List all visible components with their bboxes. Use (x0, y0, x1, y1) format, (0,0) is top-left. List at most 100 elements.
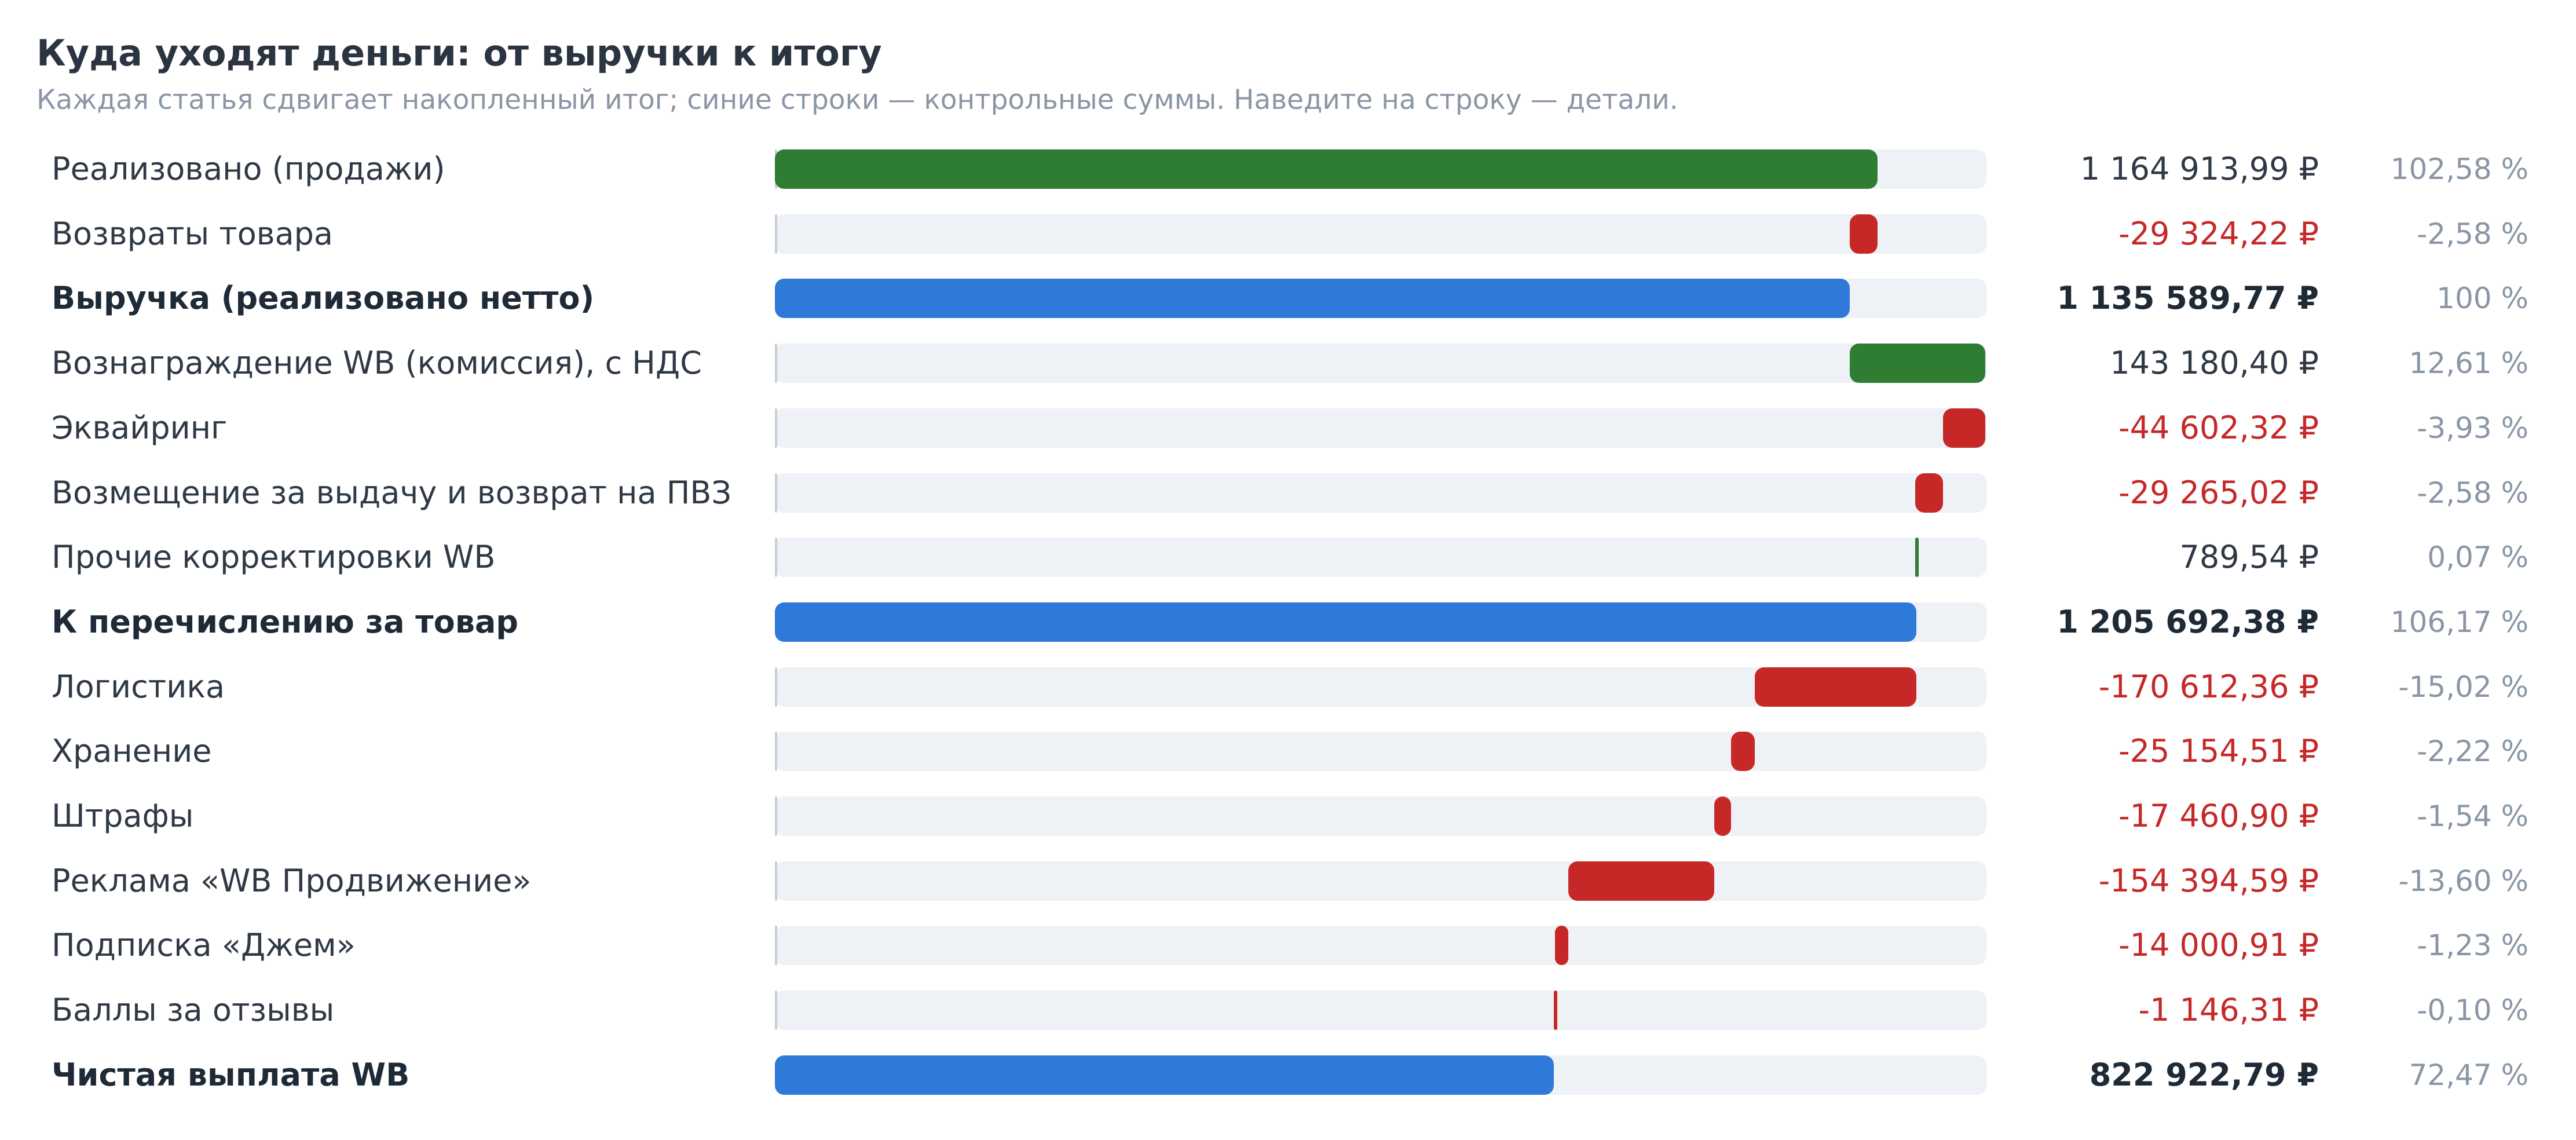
bar-track (775, 344, 1986, 383)
row-percent: -2,58 % (2417, 217, 2529, 251)
row-percent: 0,07 % (2427, 540, 2529, 575)
decrease-bar (1849, 214, 1878, 254)
row-label: Вознаграждение WB (комиссия), с НДС (52, 345, 702, 382)
row-percent: -1,23 % (2417, 929, 2529, 963)
row-label: Реализовано (продажи) (52, 151, 445, 187)
row-label: Реклама «WB Продвижение» (52, 862, 532, 899)
row-label: Баллы за отзывы (52, 992, 335, 1029)
waterfall-row[interactable]: Возмещение за выдачу и возврат на ПВЗ -29… (0, 461, 2576, 525)
row-percent: -0,10 % (2417, 993, 2529, 1028)
row-label: Подписка «Джем» (52, 927, 356, 964)
row-value: -25 154,51 ₽ (2118, 733, 2319, 770)
row-label: Эквайринг (52, 409, 228, 446)
row-value: 1 205 692,38 ₽ (2057, 603, 2319, 640)
bar-track (775, 732, 1986, 772)
row-value: 1 164 913,99 ₽ (2080, 151, 2319, 187)
bar-track-baseline (775, 473, 777, 513)
row-label: К перечислению за товар (52, 603, 518, 640)
row-percent: -13,60 % (2398, 864, 2529, 898)
row-percent: 102,58 % (2390, 152, 2529, 186)
row-percent: 72,47 % (2409, 1058, 2529, 1092)
row-value: -17 460,90 ₽ (2118, 798, 2319, 834)
waterfall-row[interactable]: Возвраты товара -29 324,22 ₽ -2,58 % (0, 202, 2576, 266)
waterfall-row[interactable]: Хранение -25 154,51 ₽ -2,22 % (0, 719, 2576, 784)
row-value: -14 000,91 ₽ (2118, 927, 2319, 964)
waterfall-row[interactable]: Подписка «Джем» -14 000,91 ₽ -1,23 % (0, 913, 2576, 978)
waterfall-row[interactable]: Реклама «WB Продвижение» -154 394,59 ₽ -13… (0, 849, 2576, 914)
decrease-bar (1754, 667, 1916, 707)
row-value: -170 612,36 ₽ (2098, 668, 2319, 705)
decrease-bar (1943, 408, 1985, 448)
row-value: -29 324,22 ₽ (2118, 215, 2319, 252)
row-label: Хранение (52, 733, 212, 770)
row-percent: 12,61 % (2409, 346, 2529, 381)
bar-track (775, 1055, 1986, 1095)
row-label: Штрафы (52, 798, 194, 834)
increase-bar (1915, 538, 1919, 578)
waterfall-row[interactable]: Чистая выплата WB 822 922,79 ₽ 72,47 % (0, 1043, 2576, 1108)
row-label: Выручка (реализовано нетто) (52, 280, 595, 317)
bar-track (775, 861, 1986, 901)
row-label: Чистая выплата WB (52, 1056, 410, 1093)
waterfall-row[interactable]: Прочие корректировки WB 789,54 ₽ 0,07 % (0, 525, 2576, 590)
row-percent: -1,54 % (2417, 799, 2529, 833)
bar-track (775, 602, 1986, 642)
bar-track (775, 991, 1986, 1031)
waterfall-row[interactable]: К перечислению за товар 1 205 692,38 ₽ 106… (0, 590, 2576, 655)
bar-track-baseline (775, 538, 777, 578)
waterfall-row[interactable]: Вознаграждение WB (комиссия), с НДС 143 1… (0, 331, 2576, 396)
row-value: -44 602,32 ₽ (2118, 409, 2319, 446)
row-value: 822 922,79 ₽ (2089, 1056, 2319, 1093)
bar-track-baseline (775, 667, 777, 707)
bar-track-baseline (775, 796, 777, 836)
bar-track (775, 279, 1986, 319)
row-value: 789,54 ₽ (2179, 539, 2319, 576)
row-percent: -2,58 % (2417, 476, 2529, 510)
waterfall-row[interactable]: Штрафы -17 460,90 ₽ -1,54 % (0, 784, 2576, 849)
waterfall-row[interactable]: Эквайринг -44 602,32 ₽ -3,93 % (0, 396, 2576, 461)
decrease-bar (1554, 926, 1568, 966)
total-bar (775, 602, 1916, 642)
row-percent: -15,02 % (2398, 670, 2529, 704)
bar-track (775, 538, 1986, 578)
bar-track-baseline (775, 344, 777, 383)
bar-track (775, 408, 1986, 448)
row-label: Возвраты товара (52, 215, 334, 252)
bar-track-baseline (775, 991, 777, 1031)
row-label: Прочие корректировки WB (52, 539, 496, 576)
waterfall-row[interactable]: Выручка (реализовано нетто) 1 135 589,77 … (0, 266, 2576, 331)
bar-track-baseline (775, 214, 777, 254)
decrease-bar (1553, 991, 1557, 1031)
increase-bar (1849, 344, 1985, 383)
row-percent: -2,22 % (2417, 735, 2529, 769)
bar-track-baseline (775, 408, 777, 448)
row-percent: 100 % (2436, 282, 2529, 316)
waterfall-row[interactable]: Реализовано (продажи) 1 164 913,99 ₽ 102,5… (0, 137, 2576, 202)
chart-title: Куда уходят деньги: от выручки к итогу (36, 32, 882, 74)
bar-track (775, 796, 1986, 836)
bar-track-baseline (775, 926, 777, 966)
total-bar (775, 1055, 1554, 1095)
bar-track (775, 214, 1986, 254)
row-value: -154 394,59 ₽ (2098, 862, 2319, 899)
bar-track (775, 473, 1986, 513)
decrease-bar (1915, 473, 1944, 513)
chart-subtitle: Каждая статья сдвигает накопленный итог;… (36, 84, 1678, 116)
bar-track (775, 149, 1986, 189)
bar-track-baseline (775, 861, 777, 901)
row-value: -29 265,02 ₽ (2118, 474, 2319, 511)
waterfall-row[interactable]: Логистика -170 612,36 ₽ -15,02 % (0, 655, 2576, 719)
row-value: 143 180,40 ₽ (2110, 345, 2319, 382)
row-value: 1 135 589,77 ₽ (2057, 280, 2319, 317)
total-bar (775, 279, 1850, 319)
row-label: Возмещение за выдачу и возврат на ПВЗ (52, 474, 731, 511)
row-value: -1 146,31 ₽ (2138, 992, 2319, 1029)
bar-track-baseline (775, 732, 777, 772)
bar-track (775, 926, 1986, 966)
waterfall-row[interactable]: Баллы за отзывы -1 146,31 ₽ -0,10 % (0, 978, 2576, 1043)
decrease-bar (1730, 732, 1755, 772)
decrease-bar (1568, 861, 1715, 901)
row-label: Логистика (52, 668, 225, 705)
